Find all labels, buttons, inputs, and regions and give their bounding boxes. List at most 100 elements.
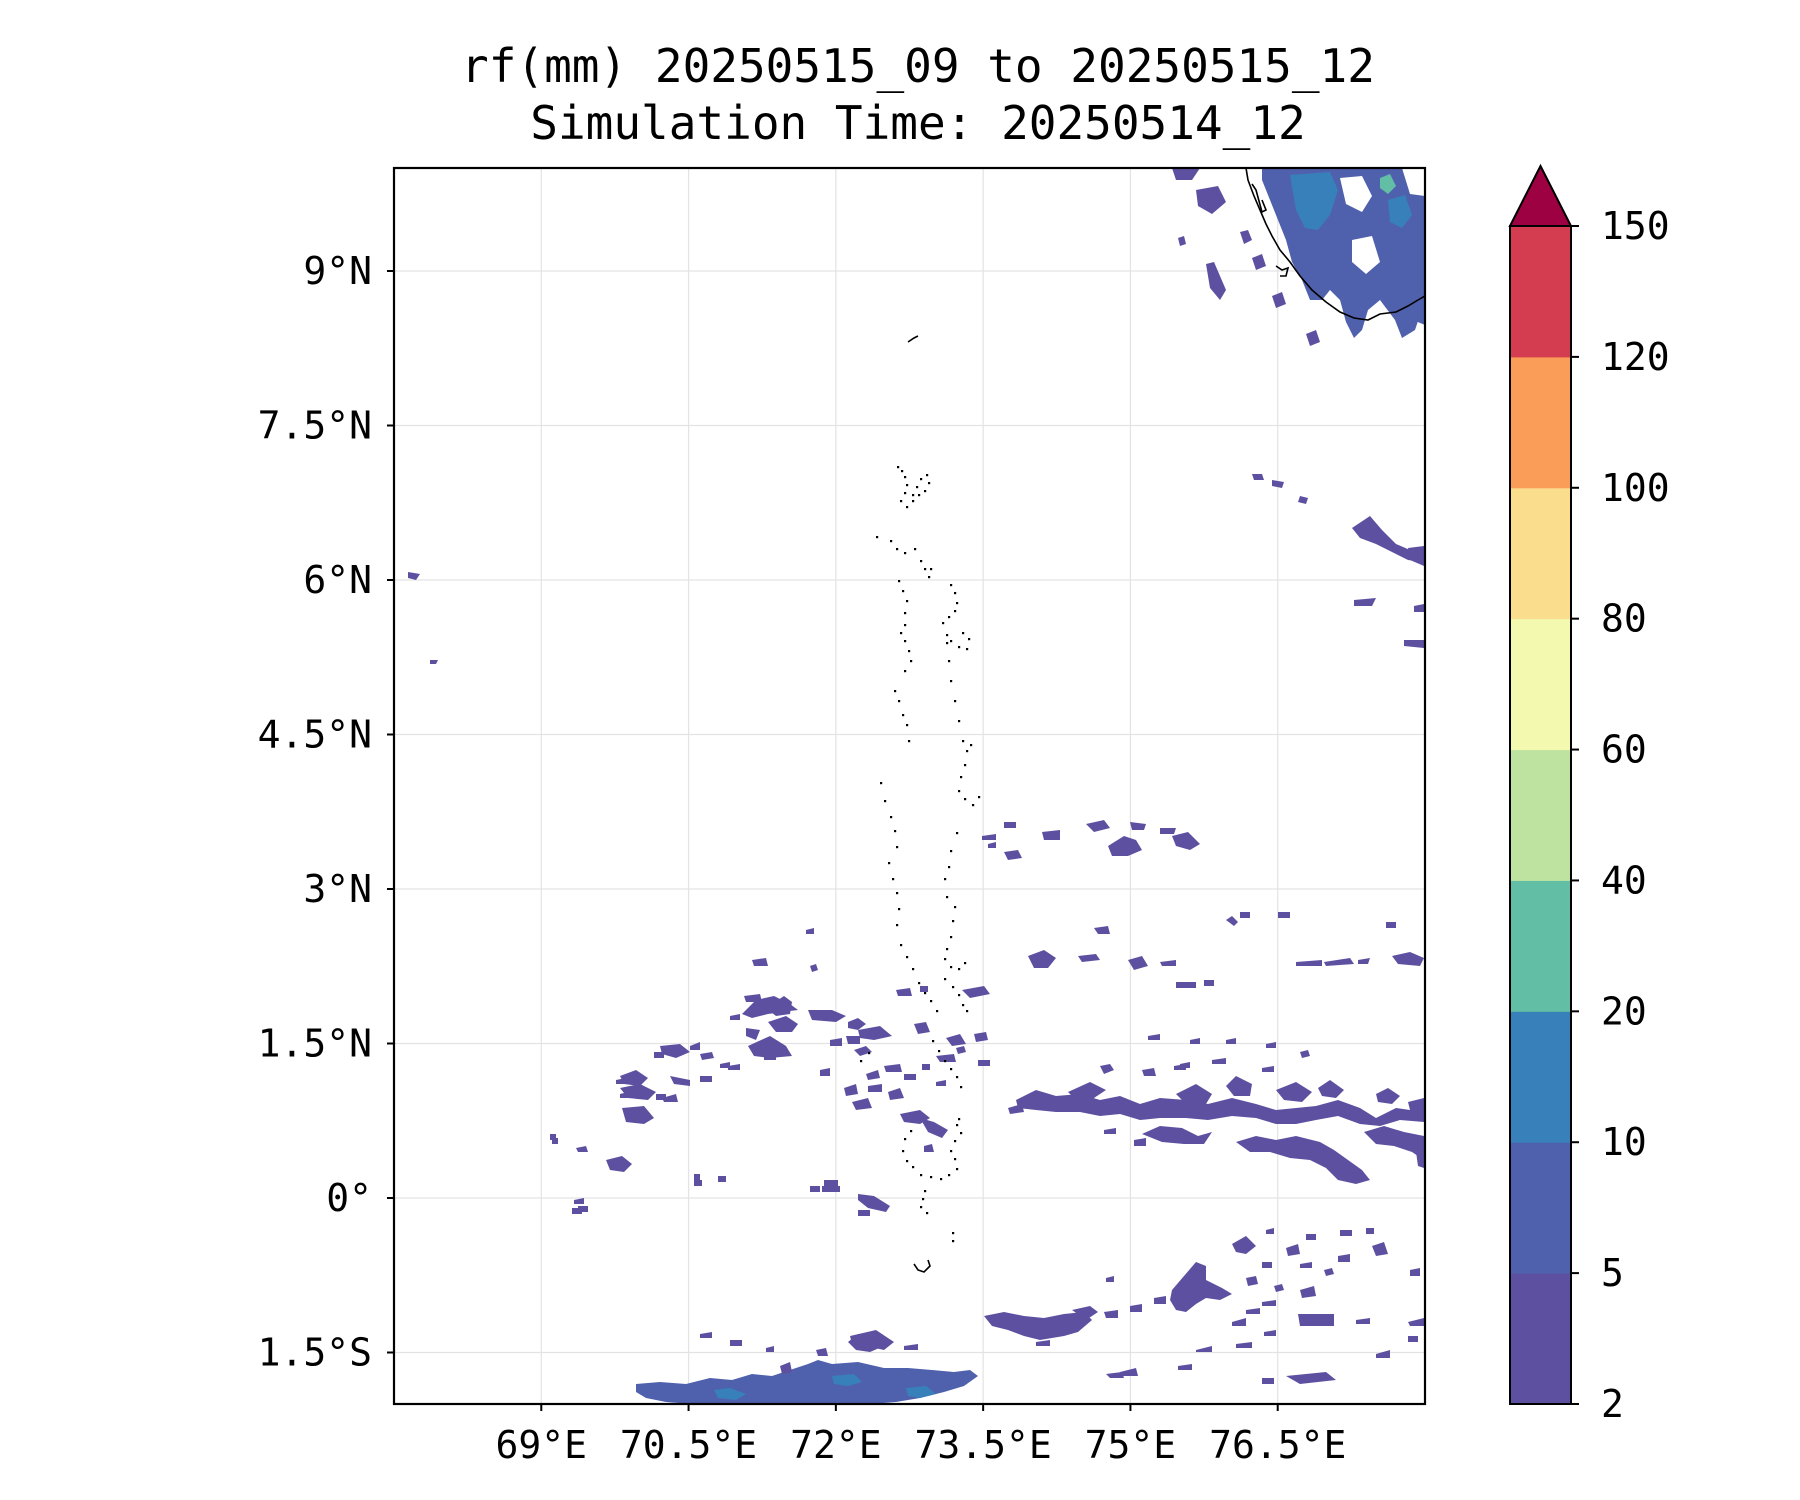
- rain-cell-1n-7: [820, 1068, 830, 1076]
- rain-cell-w13-10: [1196, 1346, 1212, 1352]
- atoll-dot: [908, 740, 911, 743]
- rain-cell-s-18: [1366, 1228, 1374, 1234]
- rain-band-east-6: [1318, 1080, 1344, 1098]
- atoll-dot: [944, 1060, 947, 1063]
- rain-cell-w13-7: [1178, 1364, 1192, 1370]
- lon-tick-label: 72°E: [790, 1423, 882, 1467]
- atoll-dot: [896, 548, 899, 551]
- atoll-dot: [910, 1130, 913, 1133]
- longitude-tick-labels: 69°E 70.5°E 72°E 73.5°E 75°E 76.5°E: [496, 1423, 1347, 1467]
- rain-cell-s-16: [1356, 1318, 1370, 1324]
- rain-cell-1n-9: [922, 1064, 930, 1070]
- rain-band-s1-6: [1106, 1276, 1114, 1282]
- atoll-dot: [952, 920, 955, 923]
- atoll-dot: [896, 924, 899, 927]
- atoll-dot: [972, 804, 975, 807]
- lat-tick-label: 3°N: [303, 867, 372, 911]
- atoll-dot: [904, 624, 907, 627]
- rain-cell-w13-2: [730, 1340, 742, 1346]
- atoll-dot: [944, 978, 947, 981]
- colorbar: 2 5 10 20 40 60 80 100 120 150: [1508, 163, 1670, 1426]
- rain-cell-2n-4: [1128, 956, 1148, 970]
- rain-cell-0n3-1: [606, 1156, 632, 1172]
- rain-cell-1n5-4: [620, 1070, 648, 1086]
- rain-cell-ws-1: [622, 1106, 654, 1124]
- rain-band-east-9: [1008, 1104, 1024, 1114]
- rain-cell-0n3-12: [924, 1144, 934, 1152]
- atoll-dot: [912, 1166, 915, 1169]
- atoll-dot: [924, 568, 927, 571]
- atoll-dot: [904, 492, 907, 495]
- rain-band-east-low-3: [1364, 1126, 1424, 1160]
- rain-cell-1n5-13: [764, 1054, 776, 1060]
- india-coast-inlet: [1275, 265, 1290, 277]
- rain-cell-2n-14: [1176, 982, 1196, 988]
- rain-cell-s-4: [1262, 1262, 1272, 1268]
- colorbar-block-0: [1510, 1273, 1571, 1405]
- colorbar-label: 20: [1601, 989, 1647, 1033]
- atoll-dot: [958, 1118, 961, 1121]
- rain-cell-n-3: [1206, 262, 1226, 300]
- rain-band-s1-1: [984, 1312, 1092, 1340]
- rain-cell-3n-3: [1172, 832, 1200, 850]
- rain-cell-3n-9: [982, 834, 996, 840]
- rain-cell-2n-1: [1028, 950, 1056, 968]
- rain-cell-s-15: [1232, 1318, 1246, 1326]
- rain-cell-s-7: [1300, 1286, 1316, 1298]
- rain-band-east-low-4: [1416, 1148, 1424, 1168]
- rain-band-1n5-c: [808, 1010, 846, 1022]
- rain-band-east-2: [1068, 1082, 1106, 1098]
- rain-gap-ne-2: [1352, 236, 1380, 274]
- rain-band-1n5-o: [956, 1046, 966, 1054]
- atoll-dot: [912, 500, 915, 503]
- lon-tick-label: 73.5°E: [915, 1423, 1052, 1467]
- rain-cell-1n-2: [868, 1084, 882, 1092]
- atoll-dot: [950, 640, 953, 643]
- rain-cell-1n5-3: [700, 1052, 714, 1060]
- atoll-dot: [920, 478, 923, 481]
- rain-cell-ws-2: [552, 1138, 558, 1144]
- rain-cell-0n3-6: [718, 1176, 726, 1182]
- colorbar-frame: [1509, 225, 1572, 1405]
- rain-cell-n-7: [1306, 330, 1320, 346]
- rain-band-east-16: [1226, 1038, 1236, 1044]
- colorbar-block-1: [1510, 1142, 1571, 1274]
- rain-cell-ne-inner: [1290, 172, 1338, 230]
- atoll-dot: [946, 896, 949, 899]
- atoll-dot: [948, 866, 951, 869]
- lat-tick-label: 6°N: [303, 558, 372, 602]
- atoll-dot: [906, 484, 909, 487]
- map-title-line2: Simulation Time: 20250514_12: [530, 96, 1305, 150]
- rain-cell-1n5-11: [690, 1042, 700, 1050]
- atoll-dot: [920, 1206, 923, 1209]
- rain-cell-0n3-5: [694, 1174, 700, 1180]
- coastline: [907, 167, 1426, 1273]
- rain-band-east-13: [1212, 1058, 1226, 1064]
- atoll-dot: [954, 700, 957, 703]
- rain-cell-w13-8: [1262, 1378, 1274, 1384]
- rain-band-1n5-j: [748, 1036, 792, 1058]
- lat-tick-label: 1.5°N: [258, 1022, 372, 1066]
- rain-band-east-18: [1190, 1038, 1200, 1044]
- atoll-dot: [930, 1000, 933, 1003]
- atoll-dot: [952, 1240, 955, 1243]
- atoll-dot: [956, 1124, 959, 1127]
- colorbar-extend-triangle: [1508, 163, 1573, 227]
- atoll-dot: [946, 948, 949, 951]
- rain-cell-ne-peak: [1380, 174, 1396, 194]
- rain-cell-2n-8: [1392, 952, 1424, 966]
- rain-cell-n-4: [1240, 230, 1252, 244]
- atoll-dot: [928, 482, 931, 485]
- rain-cell-0n3-9: [858, 1194, 890, 1212]
- map-background: [394, 168, 1425, 1404]
- atoll-dot: [962, 1004, 965, 1007]
- rain-cell-0n8-1: [620, 1084, 656, 1100]
- atoll-dot: [958, 720, 961, 723]
- rain-gap-ne-3: [1402, 168, 1425, 196]
- rain-cell-1n-6: [866, 1070, 880, 1080]
- rain-cell-1n-3: [888, 1088, 904, 1100]
- atoll-dot: [956, 602, 959, 605]
- rain-cell-s-14: [1246, 1308, 1260, 1314]
- rain-cell-n-8: [1178, 236, 1186, 246]
- colorbar-block-4: [1510, 749, 1571, 881]
